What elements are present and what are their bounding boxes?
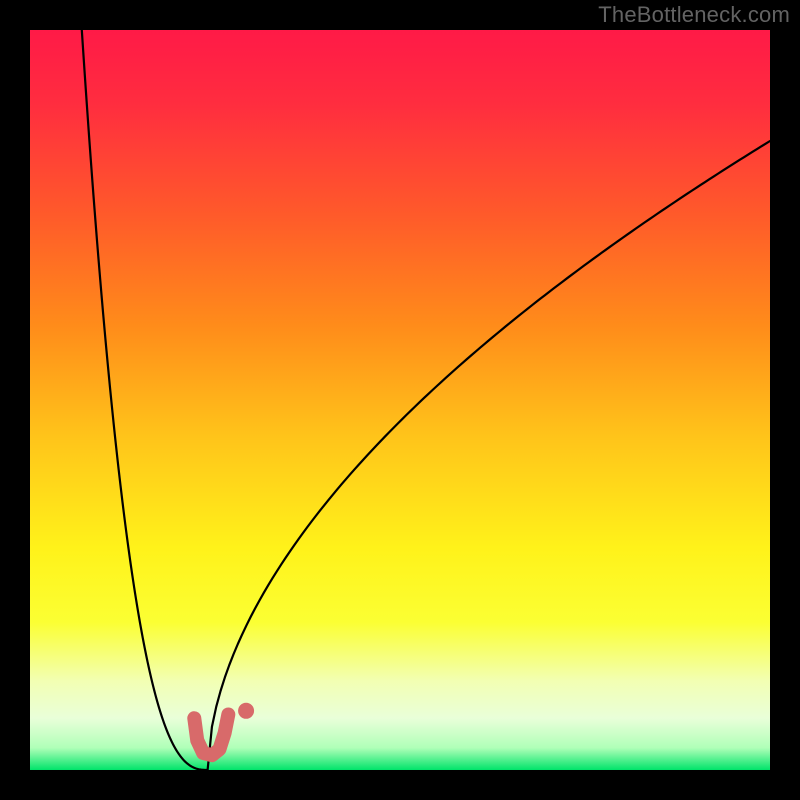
gradient-background: [30, 30, 770, 770]
marker-dot: [238, 703, 254, 719]
bottleneck-chart: [0, 0, 800, 800]
chart-root: TheBottleneck.com: [0, 0, 800, 800]
